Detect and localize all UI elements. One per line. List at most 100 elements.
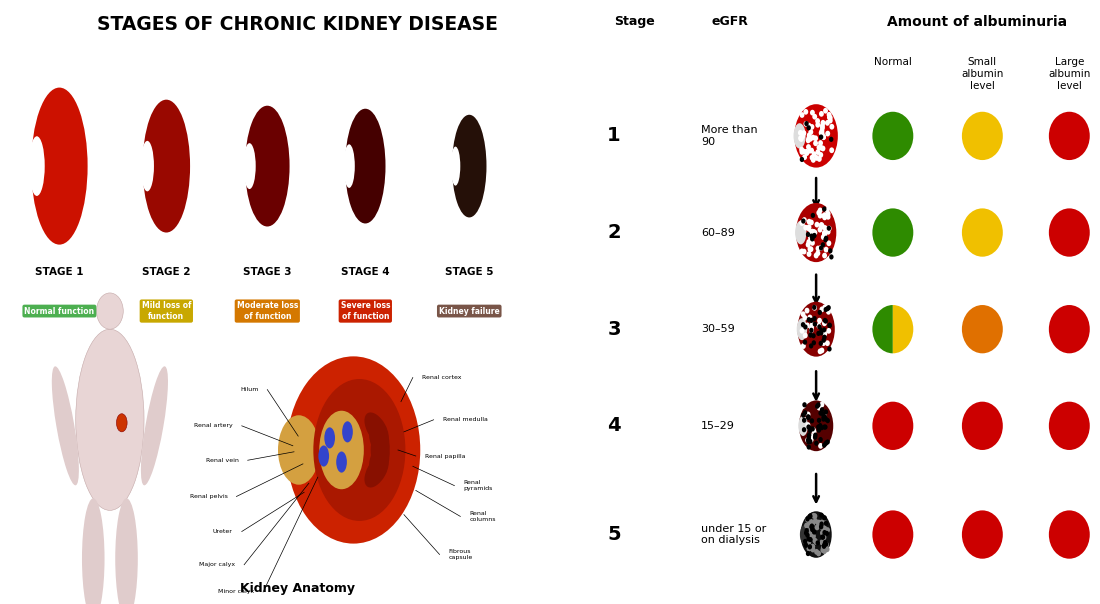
Circle shape: [822, 231, 827, 236]
Circle shape: [808, 235, 813, 240]
Circle shape: [811, 427, 816, 433]
Circle shape: [961, 305, 1003, 353]
Circle shape: [822, 414, 826, 419]
Circle shape: [816, 519, 822, 525]
Circle shape: [824, 318, 828, 324]
Circle shape: [807, 545, 812, 551]
Circle shape: [815, 524, 820, 530]
Circle shape: [824, 417, 828, 422]
Circle shape: [827, 226, 832, 231]
Circle shape: [818, 341, 823, 346]
Ellipse shape: [452, 115, 486, 217]
Ellipse shape: [287, 356, 420, 544]
Circle shape: [805, 516, 810, 521]
Circle shape: [801, 403, 806, 409]
Circle shape: [808, 437, 814, 443]
Circle shape: [821, 146, 825, 152]
Circle shape: [810, 124, 814, 130]
Circle shape: [806, 551, 811, 556]
Circle shape: [816, 210, 822, 216]
Circle shape: [826, 328, 832, 334]
Circle shape: [825, 306, 829, 311]
Text: Mild loss of
function: Mild loss of function: [142, 301, 191, 321]
Circle shape: [806, 415, 811, 420]
Circle shape: [823, 414, 827, 419]
Ellipse shape: [117, 414, 128, 432]
Circle shape: [807, 544, 812, 550]
Ellipse shape: [76, 329, 144, 510]
Circle shape: [814, 252, 818, 259]
Circle shape: [808, 537, 813, 542]
Circle shape: [828, 115, 833, 121]
Circle shape: [812, 151, 816, 157]
Circle shape: [804, 307, 810, 313]
Circle shape: [817, 208, 823, 213]
Circle shape: [799, 136, 804, 142]
Circle shape: [961, 510, 1003, 559]
Text: 30–59: 30–59: [701, 324, 735, 334]
Circle shape: [813, 230, 817, 236]
Ellipse shape: [368, 443, 389, 478]
Circle shape: [806, 521, 812, 527]
Circle shape: [821, 328, 826, 333]
Circle shape: [827, 346, 832, 352]
Circle shape: [806, 540, 811, 545]
Circle shape: [808, 527, 813, 533]
Circle shape: [803, 339, 807, 345]
Circle shape: [810, 322, 815, 327]
Circle shape: [810, 434, 814, 439]
Circle shape: [823, 540, 827, 545]
Text: STAGES OF CHRONIC KIDNEY DISEASE: STAGES OF CHRONIC KIDNEY DISEASE: [97, 15, 497, 34]
Circle shape: [817, 310, 822, 315]
Circle shape: [822, 207, 826, 211]
Circle shape: [804, 149, 808, 155]
Ellipse shape: [278, 416, 320, 484]
Circle shape: [810, 236, 814, 242]
Circle shape: [810, 147, 814, 153]
Text: Major calyx: Major calyx: [199, 562, 235, 567]
Circle shape: [811, 520, 815, 526]
Circle shape: [805, 533, 810, 538]
Circle shape: [828, 248, 833, 254]
Circle shape: [1048, 305, 1090, 353]
Circle shape: [872, 112, 913, 160]
Circle shape: [820, 330, 824, 336]
Circle shape: [807, 432, 812, 438]
Circle shape: [806, 135, 811, 141]
Circle shape: [806, 439, 811, 445]
Circle shape: [808, 219, 814, 225]
Circle shape: [822, 214, 827, 220]
Circle shape: [818, 437, 823, 442]
Circle shape: [825, 130, 830, 137]
Circle shape: [821, 134, 826, 140]
Circle shape: [824, 521, 828, 526]
Circle shape: [816, 405, 822, 411]
Circle shape: [800, 157, 804, 162]
Circle shape: [820, 519, 824, 525]
Circle shape: [815, 250, 821, 256]
Circle shape: [821, 519, 826, 525]
Circle shape: [824, 307, 828, 312]
Circle shape: [811, 157, 816, 163]
Text: STAGE 4: STAGE 4: [341, 267, 389, 277]
Ellipse shape: [796, 203, 836, 262]
Circle shape: [826, 214, 830, 220]
Circle shape: [813, 140, 818, 146]
Circle shape: [804, 528, 808, 533]
Circle shape: [810, 234, 814, 239]
Circle shape: [802, 417, 806, 423]
Circle shape: [826, 229, 830, 235]
Circle shape: [821, 223, 825, 230]
Text: Renal pelvis: Renal pelvis: [189, 494, 228, 499]
Circle shape: [812, 305, 816, 310]
Circle shape: [801, 413, 805, 418]
Ellipse shape: [795, 220, 806, 245]
Circle shape: [823, 425, 827, 429]
Circle shape: [822, 335, 826, 340]
Circle shape: [820, 521, 824, 527]
Circle shape: [811, 426, 815, 431]
Text: More than
90: More than 90: [701, 125, 758, 147]
Text: Renal medulla: Renal medulla: [442, 417, 487, 422]
Circle shape: [824, 440, 828, 446]
Circle shape: [803, 410, 807, 416]
